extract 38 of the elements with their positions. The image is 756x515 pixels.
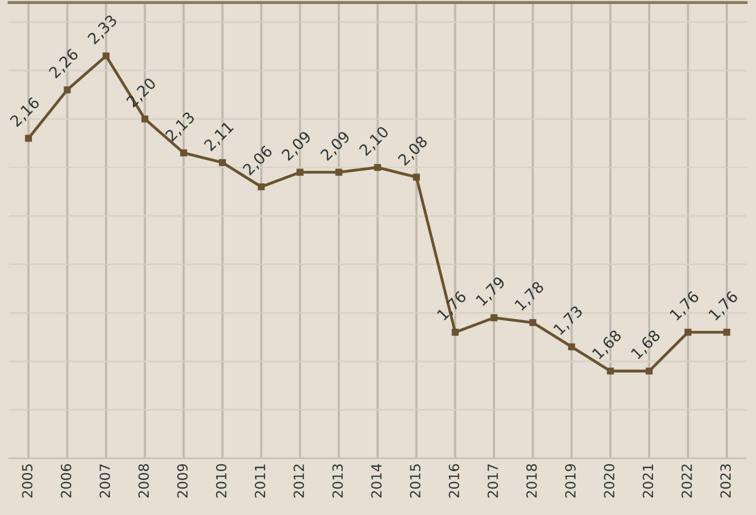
x-tick-label: 2005 xyxy=(22,464,32,498)
x-tick-label: 2007 xyxy=(100,464,110,498)
point xyxy=(180,149,188,156)
point xyxy=(646,368,653,375)
x-tick-label: 2011 xyxy=(254,464,266,498)
x-tick-label: 2013 xyxy=(332,464,343,498)
point xyxy=(24,134,32,142)
point xyxy=(141,115,148,122)
point xyxy=(296,168,304,176)
x-tick-label: 2017 xyxy=(488,464,498,498)
point xyxy=(684,328,692,336)
point xyxy=(452,328,459,336)
x-tick-label: 2010 xyxy=(216,464,226,498)
point xyxy=(490,314,498,322)
x-tick-label: 2014 xyxy=(371,464,382,498)
point xyxy=(218,159,226,166)
point xyxy=(568,343,576,350)
x-tick-label: 2022 xyxy=(682,464,692,498)
point xyxy=(412,174,420,181)
x-tick-label: 2019 xyxy=(565,464,576,498)
x-tick-label: 2015 xyxy=(410,464,420,498)
point xyxy=(335,168,342,176)
x-tick-label: 2016 xyxy=(448,464,460,498)
x-tick-label: 2006 xyxy=(60,464,72,498)
point xyxy=(529,319,536,326)
x-tick-label: 2023 xyxy=(720,464,731,498)
x-tick-label: 2021 xyxy=(642,464,654,498)
x-tick-label: 2008 xyxy=(138,464,149,498)
point xyxy=(723,328,730,336)
point xyxy=(374,164,382,171)
point xyxy=(102,52,110,60)
x-tick-label: 2009 xyxy=(177,464,188,498)
point xyxy=(606,368,614,375)
point xyxy=(258,183,265,190)
x-tick-label: 2018 xyxy=(526,464,537,498)
point xyxy=(64,86,71,94)
x-tick-label: 2012 xyxy=(294,464,304,498)
x-tick-label: 2020 xyxy=(604,464,614,498)
